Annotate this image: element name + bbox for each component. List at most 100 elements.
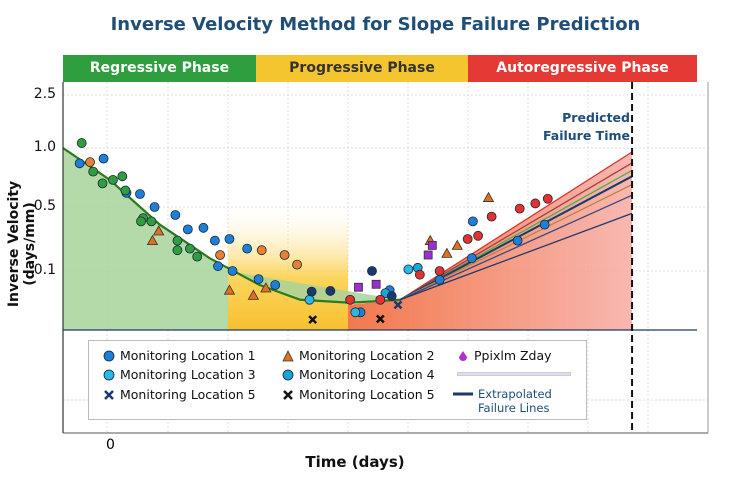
legend-item: Monitoring Location 5 xyxy=(282,387,435,402)
annotation-line2: Failure Time xyxy=(542,128,630,143)
legend-item: Monitoring Location 5 xyxy=(103,387,256,402)
data-point-circle xyxy=(85,157,95,168)
data-point-circle xyxy=(146,216,157,227)
data-point-square xyxy=(427,240,437,250)
data-point-circle xyxy=(108,174,118,185)
progressive-fill xyxy=(228,200,348,330)
legend-label: Monitoring Location 2 xyxy=(299,348,435,363)
data-point-circle xyxy=(76,138,87,148)
data-point-circle xyxy=(325,286,336,296)
data-point-circle xyxy=(530,198,541,209)
y-tick-label: 0.5 xyxy=(33,198,56,214)
data-point-triangle xyxy=(482,191,495,202)
data-point-circle xyxy=(403,264,414,275)
data-point-triangle xyxy=(247,289,260,300)
data-point-circle xyxy=(227,266,238,276)
x-marker-icon xyxy=(104,389,114,400)
data-point-circle xyxy=(117,171,128,182)
data-point-circle xyxy=(120,185,131,196)
chart-title: Inverse Velocity Method for Slope Failur… xyxy=(110,14,641,35)
phase-progressive: Progressive Phase xyxy=(256,55,468,82)
x-axis-label: Time (days) xyxy=(305,453,405,471)
data-point-circle xyxy=(256,245,267,256)
data-point-triangle xyxy=(451,239,463,250)
data-point-circle xyxy=(542,193,553,204)
legend-label: Ppixlm Zday xyxy=(474,348,552,363)
data-point-circle xyxy=(98,153,109,164)
data-point-circle xyxy=(182,224,193,235)
legend-label-line2: Failure Lines xyxy=(478,401,550,415)
data-point-circle xyxy=(224,234,235,244)
phase-regressive: Regressive Phase xyxy=(63,55,256,82)
legend-item: Monitoring Location 3 xyxy=(103,367,256,382)
regressive-fill xyxy=(63,148,401,330)
legend-item: Monitoring Location 1 xyxy=(103,348,256,363)
triangle-marker-icon xyxy=(282,349,294,361)
data-point-circle xyxy=(306,286,317,297)
data-point-circle xyxy=(414,269,425,280)
data-point-circle xyxy=(279,250,290,260)
data-point-x xyxy=(308,315,318,325)
legend-label-line1: Extrapolated xyxy=(478,387,552,401)
data-point-circle xyxy=(270,280,281,290)
legend-label: Extrapolated Failure Lines xyxy=(478,387,552,415)
data-point-circle xyxy=(350,307,361,318)
data-point-circle xyxy=(539,219,550,230)
legend-label: Monitoring Location 5 xyxy=(299,387,435,402)
data-point-circle xyxy=(242,243,253,254)
circle-marker-icon xyxy=(103,369,115,380)
data-point-triangle xyxy=(146,234,159,245)
data-point-circle xyxy=(512,235,523,246)
data-point-circle xyxy=(304,294,315,305)
y-tick-label: 1.0 xyxy=(33,139,56,155)
data-point-circle xyxy=(473,230,483,241)
legend: Monitoring Location 1 Monitoring Locatio… xyxy=(88,340,587,420)
data-point-circle xyxy=(514,203,525,214)
y-axis-label: Inverse Velocity (days/mm) xyxy=(6,180,38,308)
legend-label: Monitoring Location 4 xyxy=(299,367,435,382)
annotation-line1: Predicted xyxy=(562,110,630,125)
data-point-circle xyxy=(192,251,203,262)
data-point-circle xyxy=(467,216,478,227)
data-point-circle xyxy=(88,166,99,177)
data-point-circle xyxy=(253,274,264,285)
phase-autoregressive: Autoregressive Phase xyxy=(468,55,697,82)
data-point-triangle xyxy=(260,282,272,293)
circle-marker-icon xyxy=(103,350,115,361)
data-point-circle xyxy=(375,294,386,305)
data-point-circle xyxy=(367,266,377,276)
data-point-x xyxy=(393,300,403,310)
data-point-triangle xyxy=(441,247,453,258)
line-marker-icon xyxy=(453,392,473,396)
data-point-circle xyxy=(486,211,497,222)
data-point-triangle xyxy=(223,284,236,295)
data-point-circle xyxy=(215,250,225,260)
data-point-circle xyxy=(172,245,183,256)
legend-item: Monitoring Location 2 xyxy=(282,348,435,363)
predicted-failure-annotation: Predicted Failure Time xyxy=(535,109,630,145)
data-point-circle xyxy=(386,291,397,301)
data-point-triangle xyxy=(153,225,165,236)
legend-item: Ppixlm Zday xyxy=(457,348,552,363)
x-marker-icon xyxy=(283,389,293,400)
data-point-circle xyxy=(292,259,302,270)
data-point-circle xyxy=(462,234,473,244)
data-point-circle xyxy=(149,202,160,212)
data-point-x xyxy=(375,314,385,324)
extrapolated-failure-line xyxy=(399,212,633,301)
data-point-square xyxy=(371,279,381,289)
data-point-circle xyxy=(466,253,477,264)
circle-marker-icon xyxy=(282,369,294,380)
autoregressive-fill xyxy=(348,152,633,330)
data-point-circle xyxy=(170,210,181,220)
data-point-circle xyxy=(74,158,85,169)
data-point-circle xyxy=(434,266,445,276)
legend-label: Monitoring Location 1 xyxy=(120,348,256,363)
legend-label: Monitoring Location 5 xyxy=(120,387,256,402)
data-point-circle xyxy=(172,235,183,246)
data-point-square xyxy=(423,250,433,260)
data-point-circle xyxy=(434,274,445,285)
legend-label: Monitoring Location 3 xyxy=(120,367,256,382)
data-point-circle xyxy=(213,261,223,272)
